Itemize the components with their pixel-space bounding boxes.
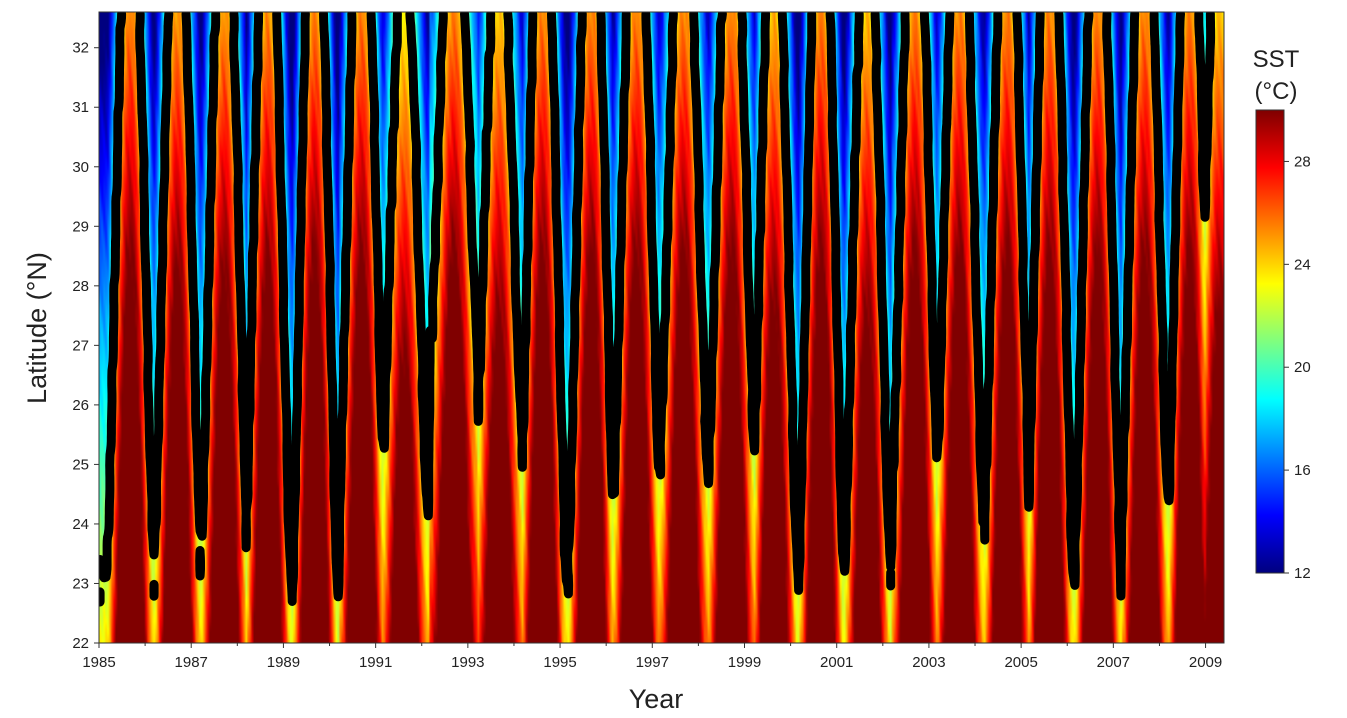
x-axis-title: Year xyxy=(629,684,684,714)
colorbar-tick-label: 24 xyxy=(1294,256,1311,273)
y-tick-label: 27 xyxy=(72,337,89,354)
x-tick-label: 2001 xyxy=(820,654,853,671)
y-axis-title: Latitude (°N) xyxy=(22,252,52,404)
y-tick-label: 29 xyxy=(72,218,89,235)
x-tick-label: 1993 xyxy=(451,654,484,671)
y-tick-label: 31 xyxy=(72,99,89,116)
x-tick-label: 1987 xyxy=(175,654,208,671)
colorbar-gradient xyxy=(1255,109,1285,574)
plot-frame xyxy=(98,11,1225,644)
colorbar-title-line2: (°C) xyxy=(1255,78,1298,105)
x-tick-label: 1999 xyxy=(728,654,761,671)
y-tick-label: 25 xyxy=(72,456,89,473)
x-tick-label: 2009 xyxy=(1189,654,1222,671)
x-tick-label: 2005 xyxy=(1004,654,1037,671)
colorbar-tick-label: 28 xyxy=(1294,153,1311,170)
y-tick-label: 28 xyxy=(72,278,89,295)
y-tick-label: 22 xyxy=(72,635,89,652)
y-tick-label: 32 xyxy=(72,40,89,57)
x-tick-label: 1997 xyxy=(636,654,669,671)
x-tick-label: 1995 xyxy=(543,654,576,671)
x-tick-label: 1989 xyxy=(267,654,300,671)
y-tick-label: 30 xyxy=(72,159,89,176)
y-tick-label: 24 xyxy=(72,516,89,533)
x-axis: 1985 1987 1989 1991 1993 1995 1997 1999 2001 2003… xyxy=(82,643,1222,671)
x-tick-label: 1985 xyxy=(82,654,115,671)
colorbar-tick-label: 20 xyxy=(1294,359,1311,376)
colorbar-ticks: 12 16 20 24 28 xyxy=(1284,153,1311,582)
y-tick-label: 23 xyxy=(72,575,89,592)
y-tick-label: 26 xyxy=(72,397,89,414)
x-tick-label: 2007 xyxy=(1097,654,1130,671)
colorbar-tick-label: 12 xyxy=(1294,565,1311,582)
colorbar-tick-label: 16 xyxy=(1294,462,1311,479)
y-axis: 22 23 24 25 26 27 28 29 30 31 32 xyxy=(72,40,99,652)
colorbar-title-line1: SST xyxy=(1253,46,1300,73)
x-tick-label: 2003 xyxy=(912,654,945,671)
sst-contour-lines xyxy=(99,12,1216,607)
plot-area xyxy=(99,12,1224,643)
colorbar: SST (°C) 12 16 20 24 28 xyxy=(1253,46,1311,582)
sst-contour-line xyxy=(99,12,1216,607)
x-tick-label: 1991 xyxy=(359,654,392,671)
